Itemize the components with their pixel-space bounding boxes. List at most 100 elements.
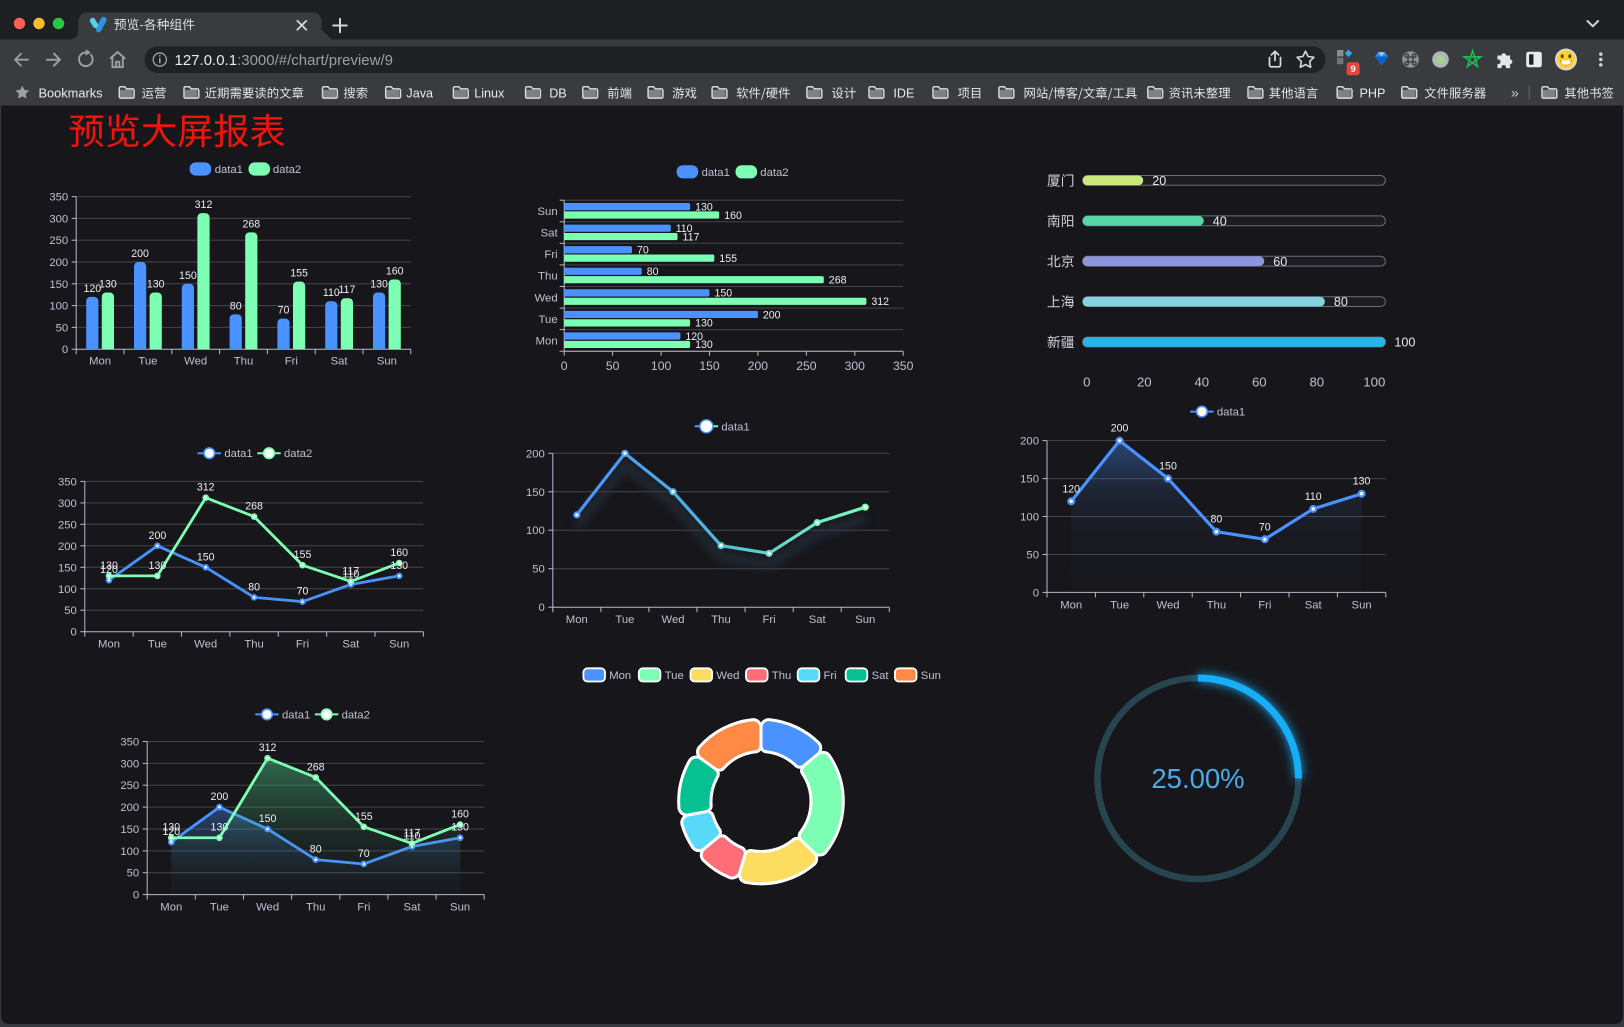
svg-text:110: 110 — [1305, 491, 1322, 503]
svg-text:200: 200 — [131, 248, 149, 260]
svg-text:70: 70 — [278, 305, 290, 317]
svg-text:117: 117 — [683, 231, 700, 243]
svg-text:350: 350 — [49, 192, 68, 204]
svg-text:Tue: Tue — [138, 356, 157, 368]
svg-text:130: 130 — [162, 822, 180, 834]
svg-text:Mon: Mon — [536, 335, 558, 347]
svg-text:Tue: Tue — [1110, 599, 1129, 611]
svg-text:268: 268 — [829, 275, 847, 287]
svg-text:160: 160 — [451, 809, 469, 821]
svg-text:Sat: Sat — [331, 356, 349, 368]
svg-text:Sat: Sat — [541, 228, 559, 240]
svg-text:80: 80 — [1334, 295, 1348, 309]
svg-text:130: 130 — [211, 822, 229, 834]
svg-text:Fri: Fri — [357, 902, 370, 914]
svg-text:Fri: Fri — [544, 249, 557, 261]
svg-text:300: 300 — [58, 498, 77, 510]
svg-text:data2: data2 — [760, 167, 788, 179]
svg-text:155: 155 — [355, 811, 373, 823]
svg-text:100: 100 — [1020, 512, 1039, 524]
svg-text:Tue: Tue — [148, 639, 167, 651]
svg-text:150: 150 — [526, 487, 545, 499]
svg-text:Tue: Tue — [615, 614, 634, 626]
svg-text:Fri: Fri — [763, 614, 776, 626]
svg-text:Fri: Fri — [1258, 599, 1271, 611]
svg-text:70: 70 — [637, 245, 649, 257]
svg-text:data1: data1 — [282, 709, 310, 721]
svg-text:100: 100 — [651, 359, 672, 373]
svg-text:Sun: Sun — [537, 206, 557, 218]
svg-text:Fri: Fri — [824, 670, 837, 682]
svg-text:Sun: Sun — [921, 670, 941, 682]
svg-text:312: 312 — [259, 742, 277, 754]
svg-text:80: 80 — [1309, 375, 1324, 390]
svg-text:50: 50 — [606, 359, 620, 373]
svg-text:300: 300 — [845, 359, 866, 373]
svg-text:200: 200 — [748, 359, 769, 373]
svg-text:Thu: Thu — [772, 670, 791, 682]
svg-text:160: 160 — [390, 547, 408, 559]
svg-text:150: 150 — [49, 279, 68, 291]
svg-text:80: 80 — [310, 844, 322, 856]
svg-text:Thu: Thu — [234, 356, 253, 368]
svg-text:Sat: Sat — [342, 639, 360, 651]
svg-text:Wed: Wed — [256, 902, 279, 914]
svg-text:0: 0 — [539, 602, 545, 614]
svg-text:150: 150 — [197, 551, 215, 563]
svg-text:25.00%: 25.00% — [1151, 763, 1244, 794]
svg-text:50: 50 — [532, 564, 545, 576]
svg-text:300: 300 — [49, 213, 68, 225]
svg-text:80: 80 — [230, 300, 242, 312]
svg-text:300: 300 — [120, 758, 139, 770]
svg-text:150: 150 — [1020, 474, 1039, 486]
svg-text:80: 80 — [647, 266, 659, 278]
svg-text:110: 110 — [676, 223, 693, 235]
svg-text:150: 150 — [259, 813, 277, 825]
svg-text:100: 100 — [1363, 375, 1385, 390]
svg-text:Bookmarks: Bookmarks — [39, 85, 103, 100]
svg-text:Wed: Wed — [661, 614, 684, 626]
svg-text:100: 100 — [58, 584, 77, 596]
svg-text:350: 350 — [893, 359, 914, 373]
svg-text:data1: data1 — [1217, 407, 1245, 419]
svg-text:Linux: Linux — [474, 86, 505, 100]
svg-text:130: 130 — [1353, 476, 1371, 488]
svg-text:130: 130 — [695, 318, 713, 330]
svg-text:130: 130 — [695, 201, 713, 213]
svg-text:0: 0 — [561, 359, 568, 373]
svg-text:Tue: Tue — [210, 902, 229, 914]
svg-text:130: 130 — [100, 560, 118, 572]
svg-text:Mon: Mon — [98, 639, 120, 651]
svg-text:60: 60 — [1273, 255, 1287, 269]
svg-text:9: 9 — [1350, 64, 1355, 75]
svg-text:100: 100 — [120, 846, 139, 858]
svg-text:0: 0 — [71, 627, 77, 639]
svg-text:IDE: IDE — [893, 86, 914, 100]
svg-text:200: 200 — [211, 791, 229, 803]
svg-text:PHP: PHP — [1360, 86, 1386, 100]
svg-text:150: 150 — [120, 824, 139, 836]
svg-text:120: 120 — [685, 331, 703, 343]
svg-text:70: 70 — [358, 848, 370, 860]
svg-text:Sun: Sun — [389, 639, 409, 651]
svg-text:130: 130 — [390, 560, 408, 572]
svg-text:Sun: Sun — [855, 614, 875, 626]
svg-text:250: 250 — [120, 780, 139, 792]
svg-text:200: 200 — [1111, 423, 1129, 435]
svg-text:Thu: Thu — [306, 902, 325, 914]
svg-text:200: 200 — [763, 309, 781, 321]
svg-text:117: 117 — [342, 566, 359, 578]
svg-text:Mon: Mon — [160, 902, 182, 914]
svg-text:130: 130 — [451, 822, 469, 834]
svg-text:data1: data1 — [215, 164, 243, 176]
svg-text:200: 200 — [49, 257, 68, 269]
svg-text:200: 200 — [120, 802, 139, 814]
svg-text:Mon: Mon — [566, 614, 588, 626]
svg-text:350: 350 — [120, 737, 139, 749]
svg-text:150: 150 — [1159, 461, 1177, 473]
svg-text:data1: data1 — [702, 167, 730, 179]
svg-text:312: 312 — [871, 296, 889, 308]
svg-text:120: 120 — [1062, 483, 1080, 495]
svg-text:50: 50 — [64, 605, 77, 617]
svg-text:Wed: Wed — [716, 670, 739, 682]
